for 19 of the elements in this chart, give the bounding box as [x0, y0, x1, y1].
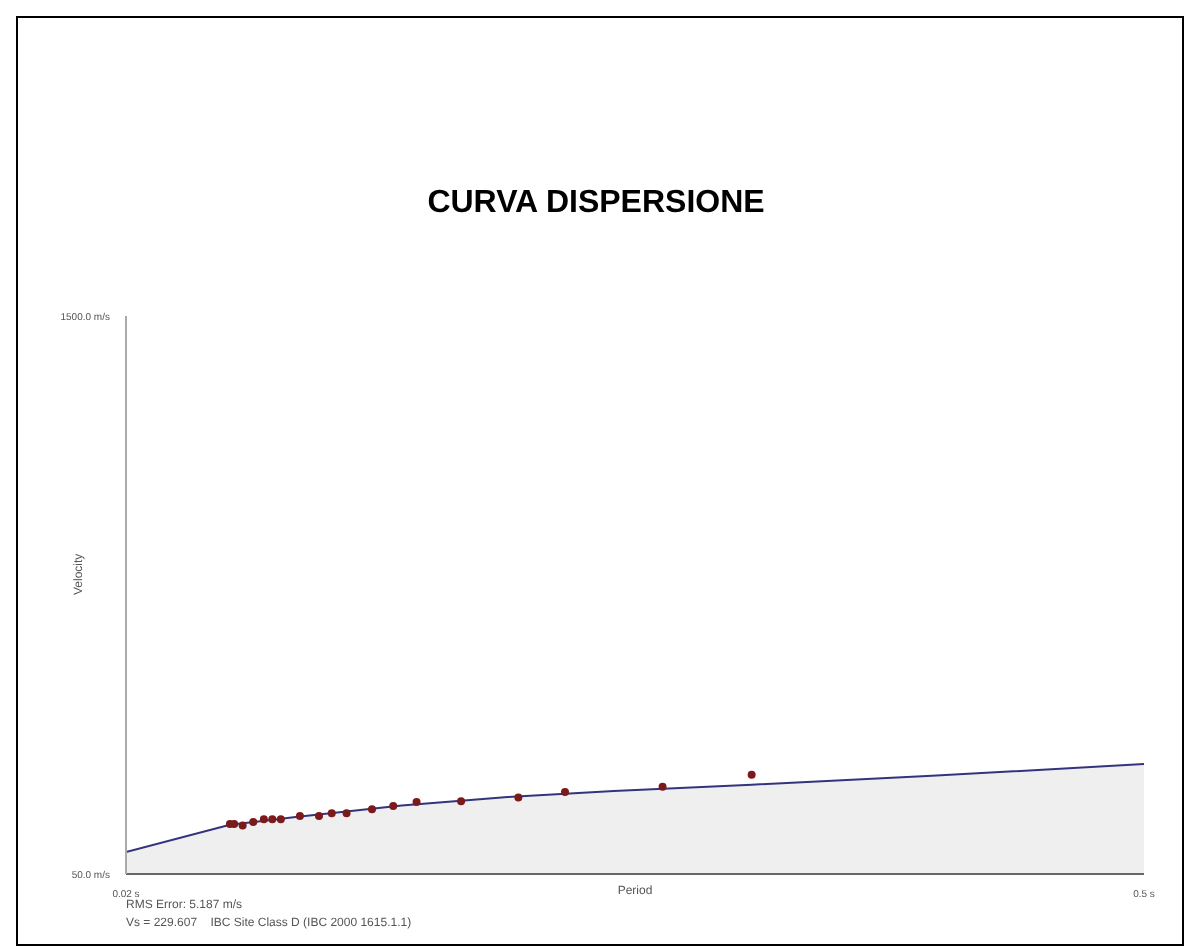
point: [268, 815, 277, 824]
point: [514, 793, 523, 802]
point: [230, 819, 239, 828]
point: [561, 788, 570, 797]
point: [315, 811, 323, 820]
point: [327, 809, 336, 818]
point: [747, 770, 756, 779]
point: [658, 782, 667, 791]
point: [249, 818, 258, 827]
point: [389, 801, 398, 810]
point: [238, 821, 247, 830]
chart-title: CURVA DISPERSIONE: [425, 186, 767, 222]
point: [295, 811, 304, 820]
point: [276, 815, 285, 824]
point: [342, 809, 351, 818]
point: [259, 815, 268, 824]
point: [412, 798, 421, 807]
point: [457, 797, 466, 806]
point: [368, 805, 377, 814]
